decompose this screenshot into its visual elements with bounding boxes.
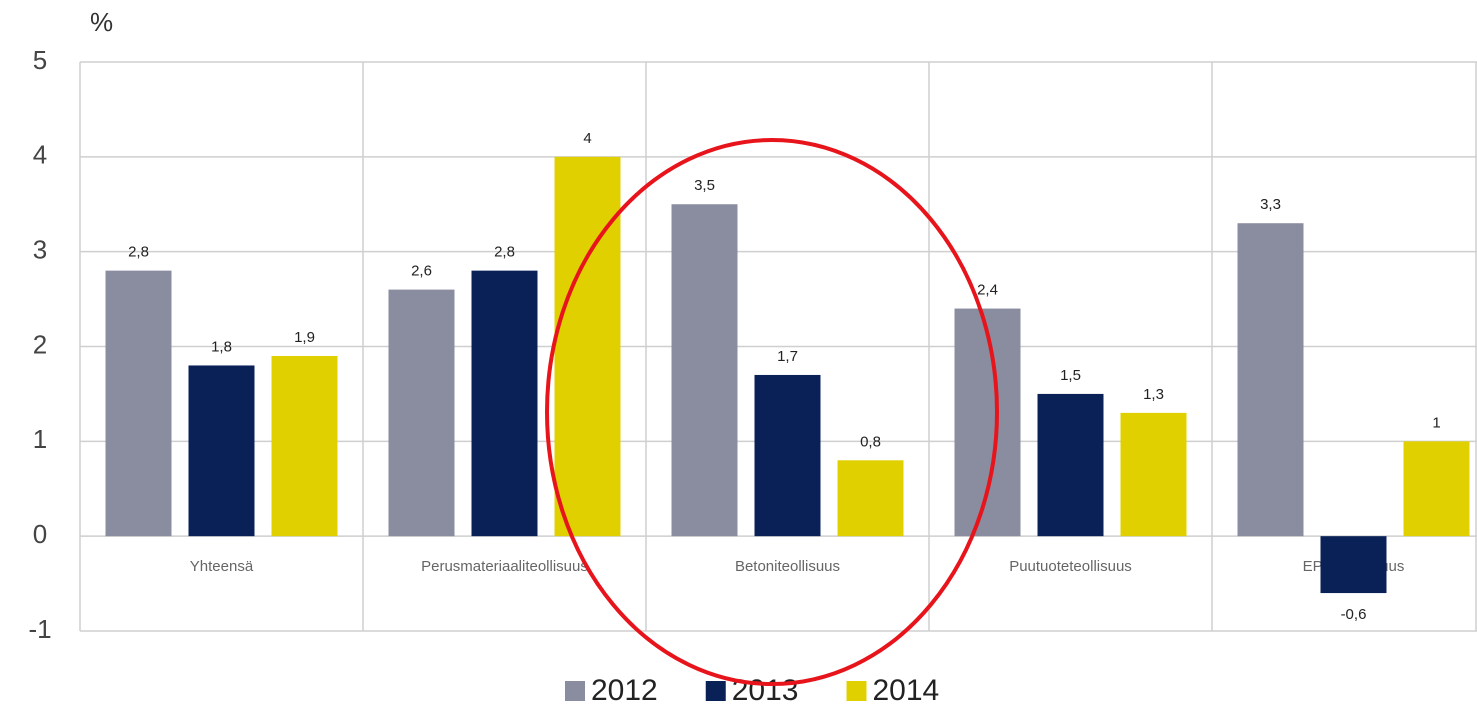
legend-label: 2014	[873, 674, 940, 707]
legend-swatch	[705, 681, 726, 701]
bar	[1120, 412, 1187, 537]
x-tick-label: Perusmateriaaliteollisuus	[421, 558, 588, 575]
bar	[388, 289, 455, 537]
legend-label: 2013	[732, 674, 799, 707]
legend-swatch	[846, 681, 867, 701]
data-label: 2,4	[977, 282, 998, 299]
bar	[105, 270, 172, 537]
bar	[837, 460, 904, 537]
data-label: 3,5	[694, 177, 715, 194]
y-tick-label: -1	[28, 614, 51, 644]
data-label: 1,5	[1060, 367, 1081, 384]
bar	[754, 374, 821, 537]
bar	[271, 355, 338, 537]
bar	[1403, 441, 1470, 537]
legend-label: 2012	[591, 674, 658, 707]
data-label: 2,6	[411, 263, 432, 280]
x-tick-label: Puutuoteteollisuus	[1009, 558, 1132, 575]
y-tick-label: 2	[33, 329, 47, 359]
data-label: 1,8	[211, 338, 232, 355]
highlight-ellipse	[545, 138, 999, 686]
y-unit-label: %	[90, 7, 113, 37]
data-label: 1,3	[1143, 386, 1164, 403]
data-label: 1	[1432, 414, 1440, 431]
y-tick-label: 0	[33, 519, 47, 549]
data-label: 4	[583, 130, 591, 147]
y-tick-label: 1	[33, 424, 47, 454]
data-label: 0,8	[860, 433, 881, 450]
bar	[1237, 223, 1304, 537]
bar	[554, 156, 621, 537]
y-tick-label: 5	[33, 45, 47, 75]
bar	[471, 270, 538, 537]
data-label: 1,9	[294, 329, 315, 346]
x-tick-label: Yhteensä	[190, 558, 254, 575]
data-label: 2,8	[494, 244, 515, 261]
bar	[188, 365, 255, 537]
data-label: 1,7	[777, 348, 798, 365]
y-tick-label: 4	[33, 140, 47, 170]
bar	[671, 204, 738, 537]
bar	[1320, 536, 1387, 594]
bar	[954, 308, 1021, 537]
legend-swatch	[565, 681, 585, 701]
data-label: 3,3	[1260, 196, 1281, 213]
x-tick-label: Betoniteollisuus	[735, 558, 840, 575]
bar	[1037, 393, 1104, 537]
y-tick-label: 3	[33, 235, 47, 265]
data-label: 2,8	[128, 244, 149, 261]
data-label: -0,6	[1341, 606, 1367, 623]
